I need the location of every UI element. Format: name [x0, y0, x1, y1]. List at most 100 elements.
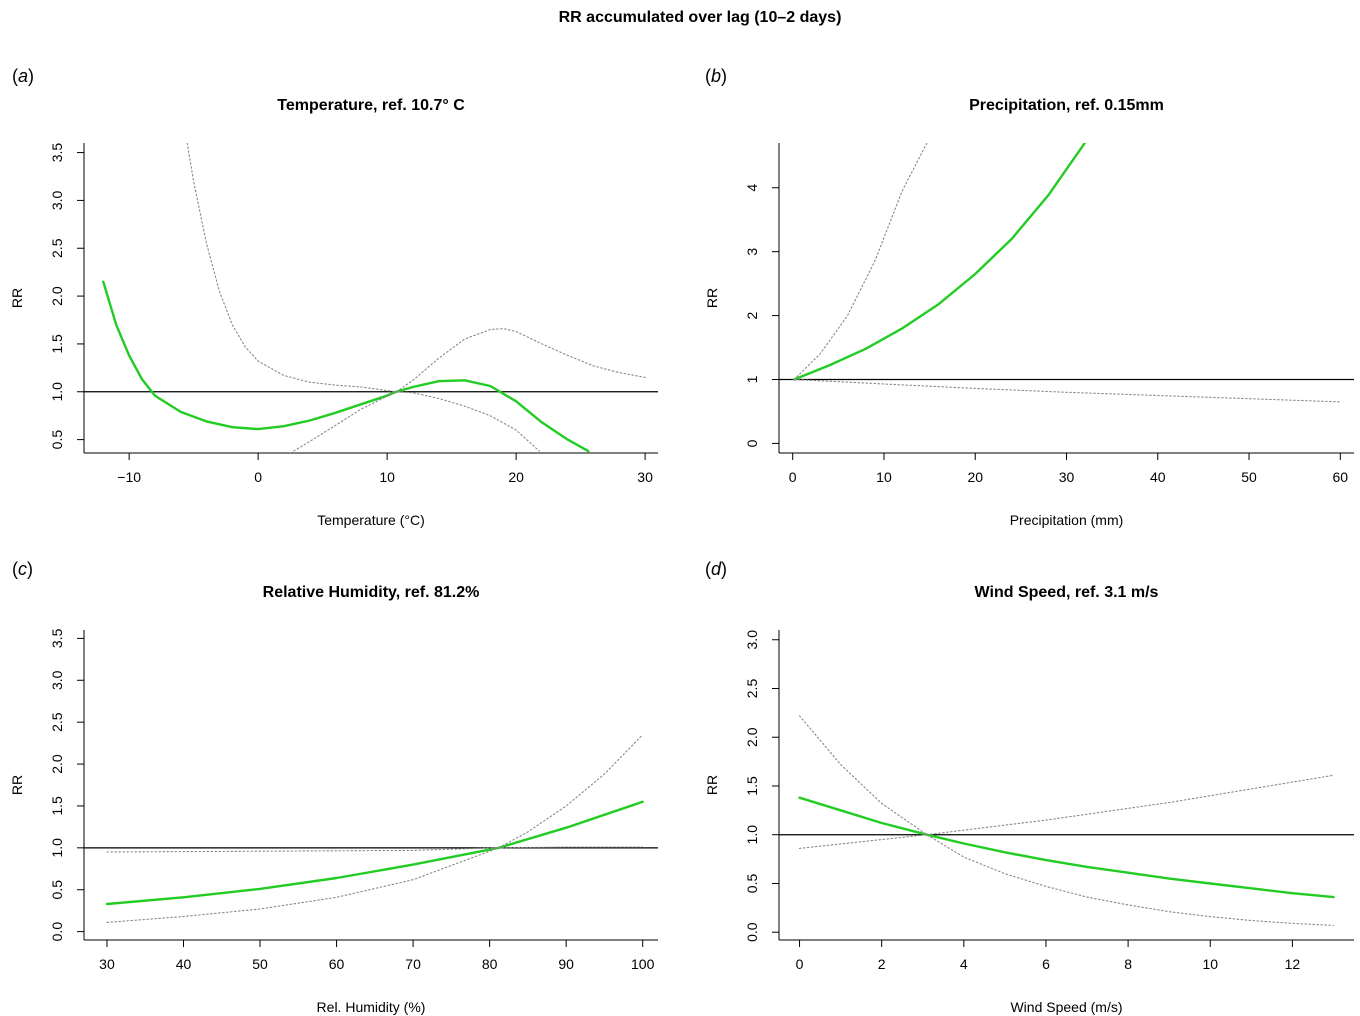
x-tick-label: 30	[637, 469, 653, 485]
x-axis-label: Rel. Humidity (%)	[317, 999, 426, 1015]
panel-label: (b)	[705, 66, 727, 86]
y-tick-label: 3.0	[744, 630, 760, 650]
y-tick-label: 3.5	[49, 143, 65, 163]
y-tick-label: 1.5	[49, 796, 65, 816]
x-tick-label: 60	[329, 956, 345, 972]
ci-lower-line	[289, 391, 540, 453]
x-axis-label: Wind Speed (m/s)	[1010, 999, 1122, 1015]
y-tick-label: 2.0	[49, 754, 65, 774]
panel-label-open: (	[705, 66, 711, 86]
x-tick-label: 10	[1202, 956, 1218, 972]
panel-label-open: (	[12, 66, 18, 86]
y-tick-label: 3.0	[49, 190, 65, 210]
x-tick-label: 30	[99, 956, 115, 972]
panel-label-close: )	[27, 559, 33, 579]
figure-title: RR accumulated over lag (10–2 days)	[559, 9, 842, 26]
x-tick-label: 0	[796, 956, 804, 972]
x-tick-label: 90	[558, 956, 574, 972]
x-tick-label: 12	[1285, 956, 1301, 972]
x-tick-label: 50	[252, 956, 268, 972]
x-tick-label: 30	[1059, 469, 1075, 485]
panel-title: Relative Humidity, ref. 81.2%	[263, 584, 480, 601]
panel-label-letter: a	[18, 66, 28, 86]
rr-estimate-line	[102, 280, 590, 453]
ci-upper-line	[793, 143, 928, 381]
panel-a: (a) Temperature, ref. 10.7° C −10 0 10 20 30 0.…	[9, 66, 658, 528]
y-tick-label: 0.5	[49, 430, 65, 450]
ci-upper-line	[798, 774, 1335, 849]
x-tick-label: 10	[876, 469, 892, 485]
y-tick-label: 2.5	[49, 238, 65, 258]
y-tick-label: 4	[744, 184, 760, 192]
x-tick-label: 0	[789, 469, 797, 485]
x-tick-label: 8	[1124, 956, 1132, 972]
y-tick-label: 2.0	[49, 286, 65, 306]
x-tick-label: 4	[960, 956, 968, 972]
x-tick-label: 60	[1333, 469, 1349, 485]
x-tick-label: 0	[254, 469, 262, 485]
panel-c: (c) Relative Humidity, ref. 81.2% 30 40 50 60…	[9, 559, 658, 1015]
x-tick-label: 80	[482, 956, 498, 972]
y-tick-label: 3.5	[49, 628, 65, 648]
y-axis-label: RR	[9, 288, 25, 308]
y-tick-label: 1.0	[744, 825, 760, 845]
y-tick-label: 2.5	[744, 679, 760, 699]
x-axis-label: Temperature (°C)	[317, 512, 425, 528]
x-tick-label: 10	[379, 469, 395, 485]
y-tick-label: 0.0	[744, 922, 760, 942]
series-group	[102, 143, 646, 453]
panel-label-letter: b	[711, 66, 721, 86]
rr-estimate-line	[798, 796, 1335, 899]
y-axis-label: RR	[704, 775, 720, 795]
panel-title: Precipitation, ref. 0.15mm	[969, 97, 1164, 114]
x-tick-label: 70	[405, 956, 421, 972]
panel-label-letter: c	[18, 559, 27, 579]
y-tick-label: 1.5	[744, 776, 760, 796]
x-tick-label: 50	[1241, 469, 1257, 485]
ci-lower-line	[793, 378, 1341, 403]
x-axis-label: Precipitation (mm)	[1010, 512, 1124, 528]
rr-estimate-line	[792, 143, 1087, 381]
y-tick-label: 0.5	[49, 880, 65, 900]
panel-d: (d) Wind Speed, ref. 3.1 m/s 0 2 4 6 8 10 12 0.0 0…	[704, 559, 1354, 1015]
y-tick-label: 1.0	[49, 838, 65, 858]
y-tick-label: 3.0	[49, 670, 65, 690]
x-tick-label: 40	[176, 956, 192, 972]
panel-label-open: (	[705, 559, 711, 579]
panel-label: (a)	[12, 66, 34, 86]
panel-label: (d)	[705, 559, 727, 579]
panel-label-close: )	[721, 66, 727, 86]
y-tick-label: 0	[744, 439, 760, 447]
panel-title: Temperature, ref. 10.7° C	[277, 97, 465, 114]
rr-estimate-line	[105, 800, 644, 906]
y-tick-label: 0.0	[49, 922, 65, 942]
x-tick-label: −10	[117, 469, 141, 485]
series-group	[798, 715, 1335, 926]
panels: (a)Temperature, ref. 10.7° C−10 0 10 20 300.…	[9, 66, 1354, 1015]
x-tick-label: 100	[631, 956, 655, 972]
y-tick-label: 2	[744, 311, 760, 319]
y-axis-label: RR	[9, 775, 25, 795]
y-axis-label: RR	[704, 288, 720, 308]
ci-lower-line	[798, 715, 1335, 926]
ci-upper-line	[186, 143, 646, 393]
x-tick-label: 40	[1150, 469, 1166, 485]
ci-upper-line	[106, 734, 644, 853]
panel-title: Wind Speed, ref. 3.1 m/s	[975, 584, 1159, 601]
x-tick-label: 20	[967, 469, 983, 485]
y-tick-label: 1.0	[49, 382, 65, 402]
y-tick-label: 2.0	[744, 727, 760, 747]
x-tick-label: 2	[878, 956, 886, 972]
x-tick-label: 20	[508, 469, 524, 485]
series-group	[792, 143, 1341, 403]
x-tick-label: 6	[1042, 956, 1050, 972]
panel-label-close: )	[28, 66, 34, 86]
ci-lower-line	[106, 846, 644, 923]
y-tick-label: 1.5	[49, 334, 65, 354]
y-tick-label: 3	[744, 248, 760, 256]
panel-label: (c)	[12, 559, 33, 579]
y-tick-label: 2.5	[49, 712, 65, 732]
panel-label-open: (	[12, 559, 18, 579]
